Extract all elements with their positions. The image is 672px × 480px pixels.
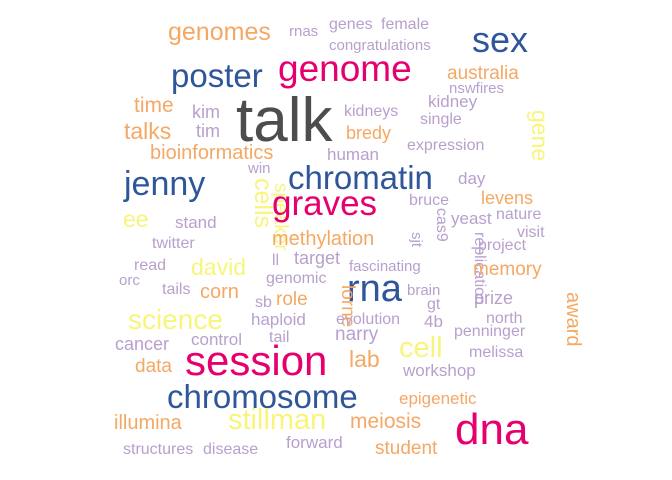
cloud-word: disease <box>203 441 259 458</box>
cloud-word: congratulations <box>329 37 431 54</box>
cloud-word: project <box>478 237 527 254</box>
cloud-word: visit <box>517 224 545 241</box>
cloud-word: female <box>381 16 430 33</box>
cloud-word: stand <box>175 213 217 232</box>
cloud-word: genomes <box>168 18 271 46</box>
cloud-word: kidneys <box>344 103 399 120</box>
cloud-word: melissa <box>469 344 524 361</box>
cloud-word: twitter <box>152 235 195 252</box>
cloud-word: graves <box>272 184 378 223</box>
cloud-word: genomic <box>266 270 327 287</box>
cloud-word: bredy <box>346 123 392 143</box>
cloud-word: rna <box>347 268 402 310</box>
cloud-word: methylation <box>272 228 375 250</box>
cloud-word: genes <box>329 16 373 33</box>
cloud-word: evolution <box>336 311 401 328</box>
cloud-word: bioinformatics <box>150 142 274 164</box>
cloud-word: david <box>191 254 246 280</box>
cloud-word: australia <box>447 63 519 84</box>
cloud-word: time <box>134 94 174 117</box>
cloud-word: epigenetic <box>399 389 477 408</box>
cloud-word: win <box>248 160 271 177</box>
cloud-word: prize <box>474 288 514 308</box>
cloud-word: rnas <box>289 23 319 40</box>
cloud-word: sb <box>255 294 272 311</box>
cloud-word: tail <box>269 329 290 346</box>
cloud-word: narry <box>335 324 379 345</box>
cloud-word: data <box>135 356 172 377</box>
cloud-word: talks <box>124 118 172 144</box>
cloud-word: poster <box>171 57 263 94</box>
cloud-word: nature <box>496 206 542 223</box>
cloud-word: kim <box>192 102 220 122</box>
cloud-word: meiosis <box>350 410 422 433</box>
cloud-word: cas9 <box>433 208 450 242</box>
cloud-word: chromatin <box>288 159 433 196</box>
cloud-word: haploid <box>251 310 306 329</box>
cloud-word: cancer <box>115 334 170 354</box>
cloud-word: gene <box>527 110 553 162</box>
cloud-word: memory <box>473 259 542 280</box>
cloud-word: north <box>486 310 523 327</box>
cloud-word: forward <box>286 433 343 452</box>
cloud-word: tails <box>162 281 191 298</box>
cloud-word: tim <box>196 121 220 141</box>
cloud-word: award <box>562 292 584 347</box>
cloud-word: human <box>327 145 379 164</box>
cloud-word: 4b <box>424 312 443 331</box>
cloud-word: brain <box>407 282 441 299</box>
cloud-word: single <box>420 111 462 128</box>
cloud-word: illumina <box>114 412 182 434</box>
cloud-word: target <box>294 248 341 268</box>
cloud-word: science <box>128 304 223 335</box>
cloud-word: orc <box>119 272 140 289</box>
cloud-word: expression <box>407 137 485 154</box>
cloud-word: read <box>134 257 167 274</box>
cloud-word: ll <box>272 252 280 269</box>
cloud-word: stillman <box>228 404 327 436</box>
cloud-word: talk <box>236 86 333 155</box>
cloud-word: penninger <box>454 323 526 340</box>
cloud-word: control <box>191 330 243 349</box>
cloud-word: role <box>276 289 308 310</box>
cloud-word: genome <box>278 48 412 89</box>
cloud-word: kidney <box>428 92 478 111</box>
cloud-word: gt <box>427 296 441 313</box>
cloud-word: fascinating <box>349 258 421 275</box>
cloud-word: workshop <box>403 361 476 380</box>
cloud-word: chromosome <box>167 378 358 415</box>
cloud-word: bruce <box>409 192 450 209</box>
cloud-word: corn <box>200 281 239 303</box>
cloud-word: session <box>185 337 328 384</box>
cloud-word: ee <box>123 206 149 232</box>
cloud-word: jenny <box>124 165 206 203</box>
cloud-word: dna <box>455 405 529 454</box>
cloud-word: cell <box>399 332 443 364</box>
cloud-word: sjt <box>408 232 425 247</box>
cloud-word: student <box>375 438 438 459</box>
cloud-word: yeast <box>451 209 492 228</box>
cloud-word: levens <box>481 188 534 208</box>
cloud-word: structures <box>123 441 194 458</box>
cloud-word: lab <box>349 346 380 372</box>
cloud-word: nswfires <box>449 80 505 97</box>
cloud-word: sex <box>472 19 529 60</box>
cloud-word: day <box>458 169 486 188</box>
